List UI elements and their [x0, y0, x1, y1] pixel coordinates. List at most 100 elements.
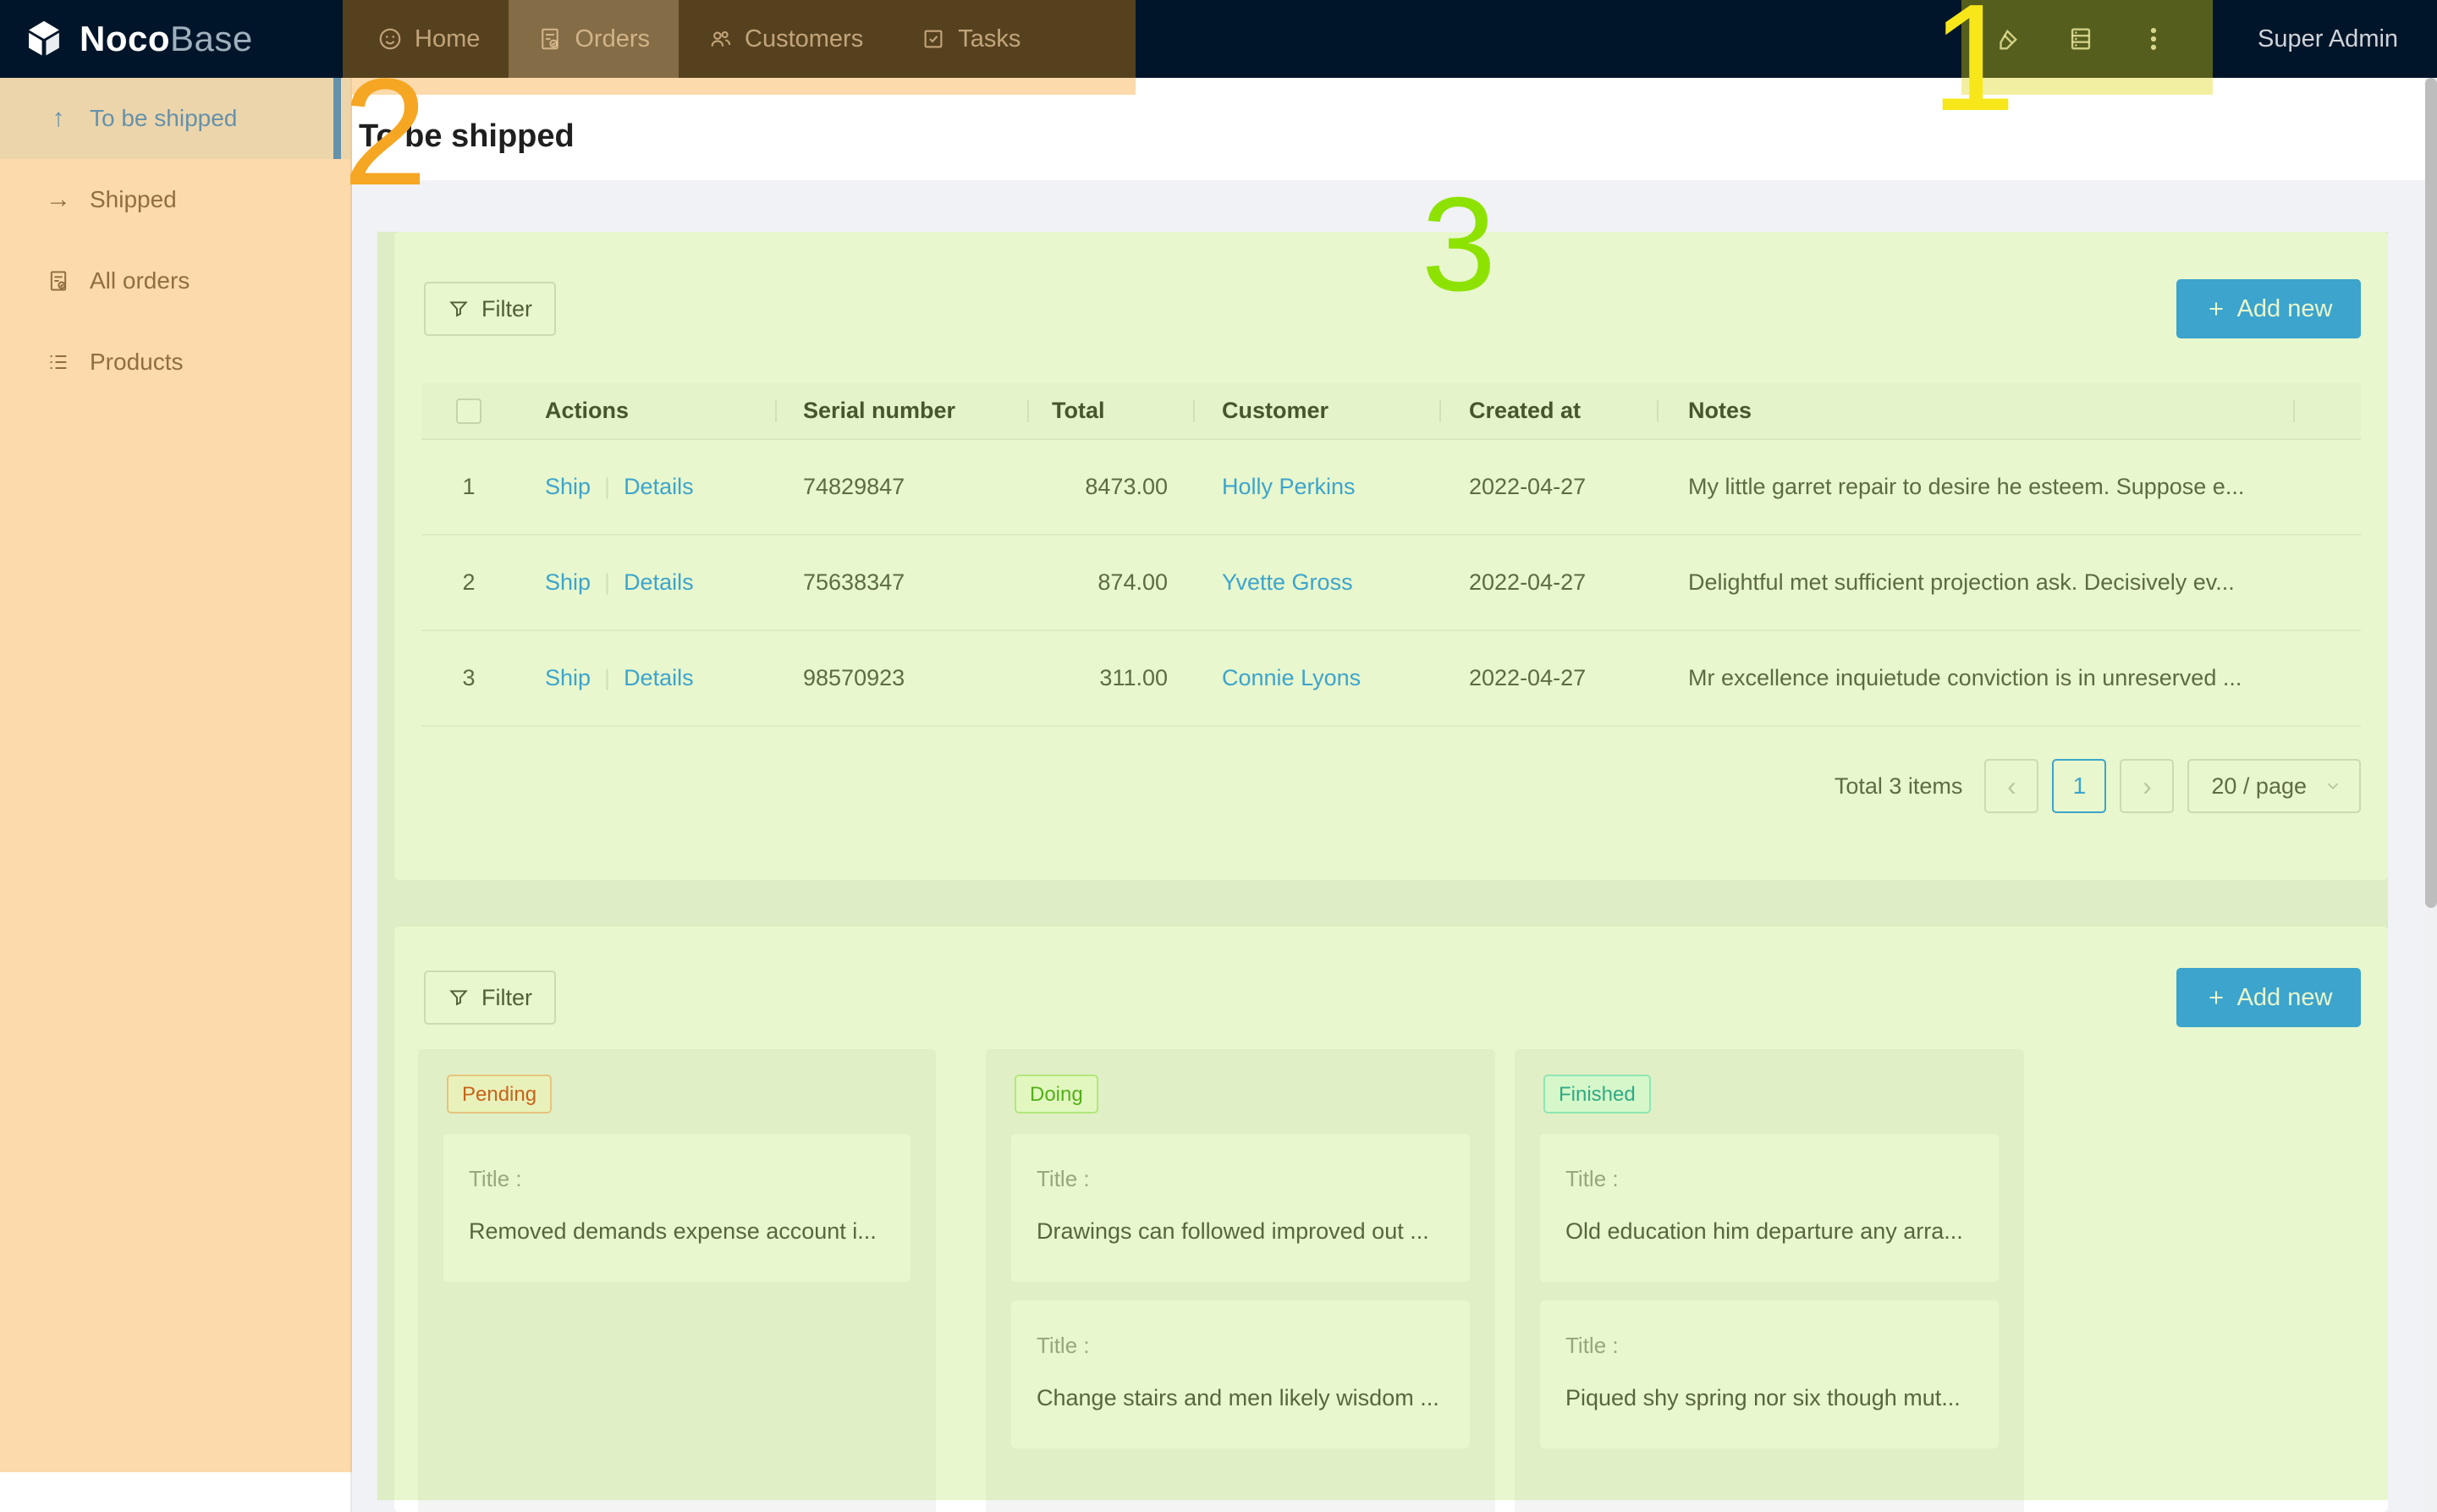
- sidebar-item-shipped[interactable]: → Shipped: [0, 159, 350, 240]
- pagination-next-button[interactable]: ›: [2120, 759, 2175, 813]
- details-link[interactable]: Details: [624, 665, 694, 690]
- customer-cell: Holly Perkins: [1193, 440, 1439, 534]
- ship-link[interactable]: Ship: [545, 569, 591, 595]
- notes-cell: Delightful met sufficient projection ask…: [1688, 569, 2235, 595]
- arrow-right-icon: →: [46, 185, 71, 213]
- smiley-icon: [377, 26, 403, 52]
- customer-link[interactable]: Holly Perkins: [1222, 474, 1356, 499]
- total-cell: 311.00: [1099, 665, 1168, 690]
- sidebar-item-label: To be shipped: [90, 105, 238, 131]
- card-field-label: Title :: [1037, 1333, 1090, 1358]
- select-all-checkbox[interactable]: [456, 398, 481, 424]
- notes-cell: My little garret repair to desire he est…: [1688, 474, 2245, 499]
- header-select-cell: [421, 383, 516, 438]
- customer-cell: Yvette Gross: [1193, 536, 1439, 630]
- notes-cell: Mr excellence inquietude conviction is i…: [1688, 665, 2242, 690]
- tab-customers-label: Customers: [745, 25, 864, 52]
- kanban-column-finished: Finished Title : Old education him depar…: [1515, 1049, 2024, 1512]
- serial-number-cell: 75638347: [803, 569, 905, 595]
- check-square-icon: [921, 26, 946, 52]
- tab-home-label: Home: [415, 25, 481, 52]
- scrollbar-thumb[interactable]: [2425, 78, 2437, 908]
- column-divider: [1439, 400, 1441, 422]
- action-divider: |: [604, 569, 611, 595]
- filter-button-tasks[interactable]: Filter: [424, 970, 556, 1025]
- funnel-icon: [448, 987, 470, 1009]
- tab-home[interactable]: Home: [349, 0, 509, 78]
- chevron-right-icon: ›: [2143, 770, 2152, 801]
- created-at-cell: 2022-04-27: [1469, 474, 1587, 499]
- tab-orders[interactable]: Orders: [509, 0, 679, 78]
- details-link[interactable]: Details: [624, 569, 694, 595]
- tab-tasks-label: Tasks: [958, 25, 1021, 52]
- page-size-value: 20 / page: [2211, 772, 2307, 799]
- sidebar-item-label: Products: [90, 349, 184, 375]
- card-field-value: Change stairs and men likely wisdom ...: [1037, 1385, 1439, 1410]
- serial-number-cell: 74829847: [803, 474, 905, 499]
- column-divider: [1657, 400, 1659, 422]
- orders-table: Actions Serial number Total Customer Cre…: [421, 383, 2361, 727]
- user-name-label: Super Admin: [2258, 25, 2399, 52]
- column-divider: [2293, 400, 2295, 422]
- page-title: To be shipped: [359, 118, 575, 154]
- funnel-icon: [448, 298, 470, 320]
- serial-number-cell: 98570923: [803, 665, 905, 690]
- sidebar-item-all-orders[interactable]: All orders: [0, 240, 350, 322]
- card-field-label: Title :: [1565, 1333, 1619, 1358]
- add-new-button[interactable]: Add new: [2176, 279, 2361, 338]
- kanban-card[interactable]: Title : Old education him departure any …: [1540, 1134, 1999, 1282]
- more-menu-button[interactable]: [2117, 0, 2190, 78]
- tab-tasks[interactable]: Tasks: [892, 0, 1049, 78]
- brand-name-bold: Noco: [80, 19, 170, 58]
- filter-button[interactable]: Filter: [424, 282, 556, 336]
- plugins-button[interactable]: [2044, 0, 2117, 78]
- sidebar-item-to-be-shipped[interactable]: ↑ To be shipped: [0, 78, 350, 159]
- row-index: 2: [462, 569, 476, 595]
- sidebar-item-products[interactable]: Products: [0, 322, 350, 403]
- add-new-button-label: Add new: [2236, 983, 2333, 1011]
- status-badge-finished: Finished: [1543, 1075, 1651, 1113]
- ui-editor-button[interactable]: [1972, 0, 2044, 78]
- add-new-button-tasks[interactable]: Add new: [2176, 968, 2361, 1027]
- ship-link[interactable]: Ship: [545, 474, 591, 499]
- row-actions: Ship | Details: [516, 631, 775, 725]
- plus-icon: [2205, 298, 2227, 320]
- top-navbar: NocoBase Home: [0, 0, 2437, 78]
- customer-link[interactable]: Yvette Gross: [1222, 569, 1353, 595]
- kanban-card[interactable]: Title : Drawings can followed improved o…: [1011, 1134, 1470, 1282]
- user-menu[interactable]: Super Admin: [2258, 0, 2398, 78]
- kanban-card[interactable]: Title : Removed demands expense account …: [443, 1134, 910, 1282]
- card-field-value: Piqued shy spring nor six though mut...: [1565, 1385, 1961, 1410]
- arrow-up-icon: ↑: [52, 104, 65, 132]
- pagination-page-1[interactable]: 1: [2052, 759, 2107, 813]
- action-divider: |: [604, 665, 611, 690]
- database-icon: [2066, 25, 2095, 53]
- pagination-total-label: Total 3 items: [1834, 772, 1963, 799]
- created-at-cell: 2022-04-27: [1469, 665, 1587, 690]
- list-icon: [44, 350, 73, 374]
- details-link[interactable]: Details: [624, 474, 694, 499]
- page-size-select[interactable]: 20 / page: [2187, 759, 2361, 813]
- brand-logo[interactable]: NocoBase: [22, 0, 253, 78]
- card-field-value: Drawings can followed improved out ...: [1037, 1218, 1429, 1244]
- card-field-label: Title :: [469, 1166, 522, 1191]
- file-done-icon: [44, 269, 73, 293]
- column-header-total: Total: [1052, 398, 1105, 423]
- pagination-prev-button[interactable]: ‹: [1984, 759, 2039, 813]
- kanban-card[interactable]: Title : Piqued shy spring nor six though…: [1540, 1300, 1999, 1449]
- kanban-card[interactable]: Title : Change stairs and men likely wis…: [1011, 1300, 1470, 1449]
- column-header-customer: Customer: [1222, 398, 1329, 423]
- customer-link[interactable]: Connie Lyons: [1222, 665, 1362, 690]
- tab-customers[interactable]: Customers: [679, 0, 892, 78]
- plus-icon: [2205, 987, 2227, 1009]
- row-actions: Ship | Details: [516, 440, 775, 534]
- row-actions: Ship | Details: [516, 536, 775, 630]
- navbar-actions: [1972, 0, 2190, 78]
- ship-link[interactable]: Ship: [545, 665, 591, 690]
- card-field-label: Title :: [1037, 1166, 1090, 1191]
- chevron-down-icon: [2324, 777, 2342, 795]
- highlighter-icon: [1994, 25, 2022, 53]
- created-at-cell: 2022-04-27: [1469, 569, 1587, 595]
- brand-name: NocoBase: [80, 19, 253, 59]
- column-header-notes: Notes: [1688, 398, 1752, 423]
